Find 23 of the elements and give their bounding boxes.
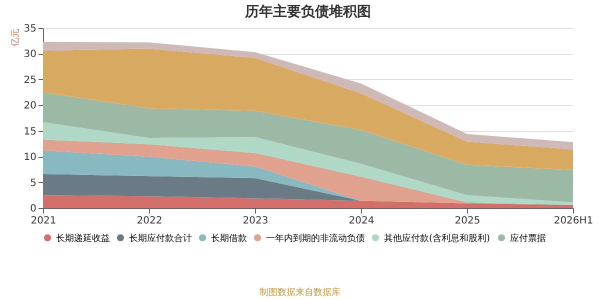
y-tick-label: 35 — [24, 24, 36, 34]
y-tick-label: 10 — [24, 152, 36, 164]
text: 制图数据来自数据库 — [258, 286, 342, 299]
legend-label: 长期借款 — [211, 232, 247, 244]
legend-label: 其他应付款(含利息和股利) — [384, 232, 490, 244]
legend-label: 长期应付款合计 — [129, 232, 192, 244]
y-tick-label: 25 — [24, 74, 36, 86]
x-tick-label: 2021 — [30, 216, 56, 226]
y-tick-label: 20 — [24, 100, 36, 112]
y-tick-label: 5 — [30, 178, 36, 189]
x-tick-label: 2025 — [454, 216, 480, 226]
y-tick-label: 30 — [24, 49, 36, 60]
legend-label: 长期递延收益 — [56, 232, 110, 244]
x-tick-label: 2024 — [348, 216, 374, 226]
x-tick-label: 2023 — [242, 216, 268, 226]
legend-label: 应付票据 — [510, 232, 546, 244]
y-tick-label: 15 — [24, 126, 36, 138]
x-tick-label: 2026H1 — [554, 216, 594, 226]
chart-title: 历年主要负债堆积图 — [244, 3, 371, 20]
y-tick-label: 0 — [30, 204, 36, 214]
legend-label: 一年内到期的非流动负债 — [266, 232, 365, 244]
x-tick-label: 2022 — [136, 216, 162, 226]
y-axis-title: 亿元 — [10, 28, 21, 48]
